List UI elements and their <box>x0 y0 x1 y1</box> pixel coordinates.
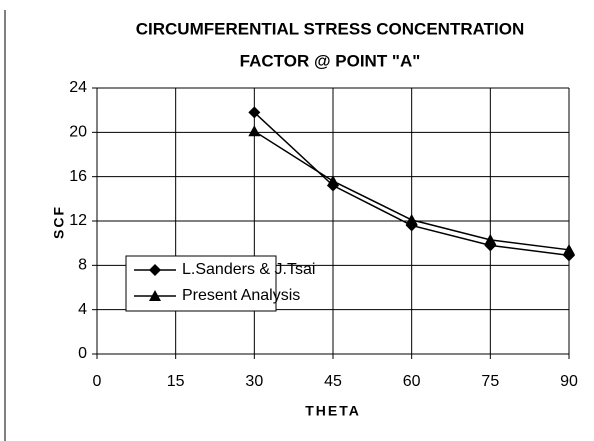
x-tick-label: 60 <box>403 373 421 390</box>
x-tick-label: 30 <box>245 373 263 390</box>
marker <box>563 243 575 255</box>
marker <box>327 175 339 187</box>
marker <box>248 106 261 119</box>
x-tick-label: 45 <box>324 373 342 390</box>
x-axis-label: THETA <box>305 403 361 419</box>
y-tick-label: 4 <box>78 301 87 318</box>
y-tick-label: 16 <box>69 168 87 185</box>
marker <box>405 213 418 225</box>
chart-title: CIRCUMFERENTIAL STRESS CONCENTRATION <box>136 19 525 38</box>
x-tick-label: 90 <box>560 373 578 390</box>
marker <box>484 233 497 245</box>
x-tick-label: 15 <box>167 373 185 390</box>
legend-label: Present Analysis <box>182 287 300 304</box>
y-tick-label: 24 <box>69 79 87 96</box>
y-axis-label: SCF <box>51 205 67 239</box>
legend-label: L.Sanders & J.Tsai <box>182 261 315 278</box>
chart-title: FACTOR @ POINT "A" <box>240 51 421 70</box>
x-tick-label: 0 <box>93 373 102 390</box>
y-tick-label: 8 <box>78 257 87 274</box>
x-tick-label: 75 <box>481 373 499 390</box>
y-tick-label: 0 <box>78 345 87 362</box>
y-tick-label: 12 <box>69 212 87 229</box>
marker <box>248 125 261 137</box>
legend-marker <box>149 264 161 276</box>
legend-marker <box>149 290 161 301</box>
y-tick-label: 20 <box>69 124 87 141</box>
legend-box <box>125 255 277 312</box>
